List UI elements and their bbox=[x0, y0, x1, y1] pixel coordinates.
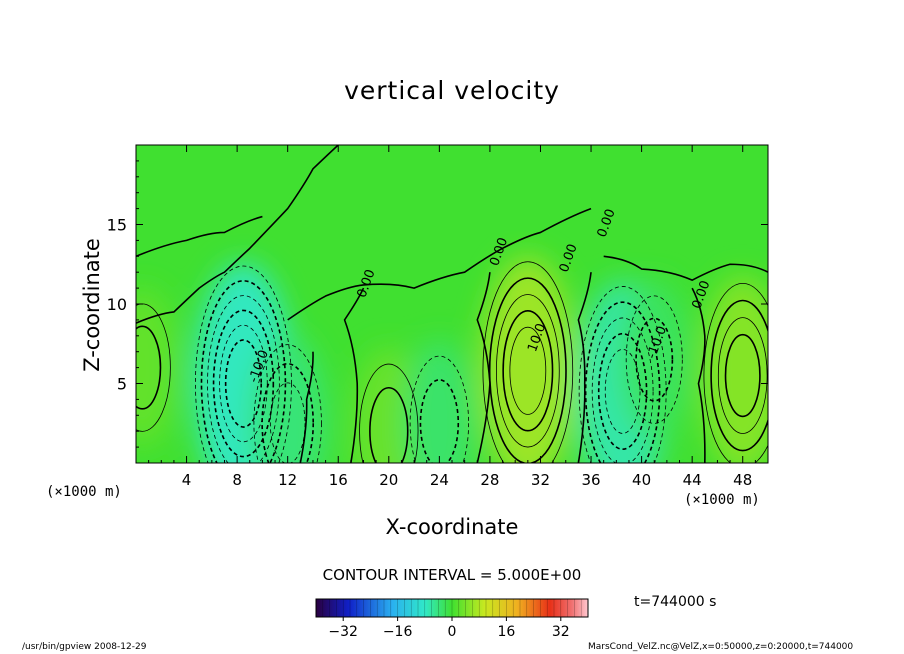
contour-line bbox=[359, 363, 419, 463]
x-tick-label: 28 bbox=[480, 471, 499, 489]
contour-line bbox=[635, 317, 674, 402]
contour-line bbox=[419, 379, 460, 463]
contour-interval: CONTOUR INTERVAL = 5.000E+00 bbox=[322, 566, 582, 584]
contour-line bbox=[409, 355, 469, 463]
zero-contour bbox=[287, 207, 592, 321]
field-blob bbox=[700, 275, 768, 463]
contour-line bbox=[703, 283, 768, 463]
contour-line bbox=[253, 344, 322, 463]
contour-line bbox=[136, 325, 162, 410]
contour-line bbox=[219, 324, 268, 443]
x-tick-label: 32 bbox=[531, 471, 550, 489]
colorbar-tick-label: −32 bbox=[328, 624, 358, 640]
x-tick-label: 40 bbox=[632, 471, 651, 489]
chart-title: vertical velocity bbox=[344, 76, 560, 105]
x-tick-label: 48 bbox=[733, 471, 752, 489]
x-unit-left: (×1000 m) bbox=[46, 484, 122, 500]
contour-line bbox=[597, 332, 648, 451]
time-label: t=744000 s bbox=[634, 594, 717, 610]
x-tick-label: 8 bbox=[232, 471, 242, 489]
y-tick-label: 5 bbox=[117, 375, 127, 394]
zero-contour bbox=[691, 287, 706, 463]
zero-contour bbox=[476, 272, 491, 463]
contour-line bbox=[195, 265, 292, 463]
contour-line bbox=[269, 382, 306, 463]
zero-contour bbox=[299, 351, 314, 463]
x-tick-label: 16 bbox=[329, 471, 348, 489]
colorbar-tick-label: 32 bbox=[552, 624, 570, 640]
zero-contour bbox=[343, 287, 365, 463]
contour-line bbox=[591, 317, 654, 463]
footer-right: MarsCond_VelZ.nc@VelZ,x=0:50000,z=0:2000… bbox=[588, 642, 854, 652]
x-tick-label: 12 bbox=[278, 471, 297, 489]
field-blob bbox=[619, 280, 689, 439]
contour-line bbox=[496, 294, 560, 448]
contour-line bbox=[488, 277, 567, 463]
contour-line bbox=[710, 299, 768, 452]
contour-line bbox=[207, 295, 280, 463]
footer-left: /usr/bin/gpview 2008-12-29 bbox=[22, 642, 147, 652]
colorbar-tick-label: 16 bbox=[497, 624, 515, 640]
contour-line bbox=[578, 286, 667, 463]
x-tick-label: 4 bbox=[182, 471, 192, 489]
contour-line bbox=[482, 261, 574, 463]
contour-line bbox=[625, 295, 683, 424]
contour-line bbox=[261, 362, 315, 463]
y-tick-label: 10 bbox=[107, 295, 127, 314]
colorbar-tick-label: 0 bbox=[448, 624, 457, 640]
contour-line bbox=[369, 386, 409, 463]
contour-line bbox=[604, 349, 641, 434]
contour-line bbox=[509, 326, 547, 415]
field-blob bbox=[249, 334, 326, 463]
x-tick-label: 36 bbox=[581, 471, 600, 489]
contour-line bbox=[212, 309, 275, 458]
zero-contour bbox=[603, 255, 768, 282]
zero-contour bbox=[136, 145, 339, 324]
y-tick-label: 15 bbox=[107, 216, 127, 235]
x-tick-label: 24 bbox=[430, 471, 449, 489]
colorbar-tick-label: −16 bbox=[383, 624, 413, 640]
zero-contour bbox=[577, 272, 592, 463]
x-tick-label: 44 bbox=[683, 471, 702, 489]
x-tick-label: 20 bbox=[379, 471, 398, 489]
field-blob bbox=[480, 256, 575, 463]
y-axis-label: Z-coordinate bbox=[80, 238, 104, 372]
contour-line bbox=[717, 317, 768, 434]
zero-contour bbox=[136, 215, 263, 258]
contour-line bbox=[200, 280, 287, 463]
contour-line bbox=[502, 310, 554, 432]
x-unit-right: (×1000 m) bbox=[684, 492, 760, 508]
x-axis-label: X-coordinate bbox=[385, 515, 519, 539]
contour-line bbox=[584, 301, 661, 463]
field-blob bbox=[136, 288, 177, 447]
contour-line bbox=[224, 339, 263, 428]
contour-line bbox=[724, 333, 761, 418]
